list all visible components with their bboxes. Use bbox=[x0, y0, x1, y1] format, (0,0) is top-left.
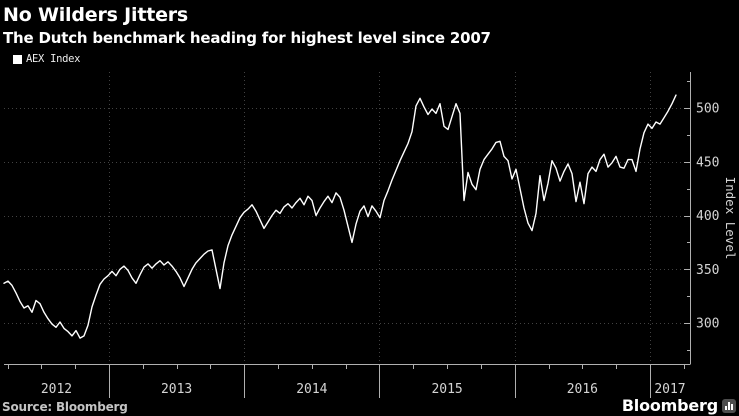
y-axis-title: Index Level bbox=[723, 177, 738, 260]
y-tick-label: 500 bbox=[696, 102, 719, 117]
x-tick-label: 2017 bbox=[654, 382, 685, 397]
y-tick-label: 300 bbox=[696, 317, 719, 332]
series-line-aex bbox=[3, 94, 677, 339]
y-tick-label: 400 bbox=[696, 209, 719, 224]
gridlines bbox=[4, 72, 690, 364]
page-title: No Wilders Jitters bbox=[3, 4, 189, 26]
legend-swatch-icon bbox=[13, 54, 22, 64]
legend-label: AEX Index bbox=[26, 53, 81, 65]
chart-subtitle: The Dutch benchmark heading for highest … bbox=[3, 29, 491, 47]
bloomberg-branding: Bloomberg bbox=[622, 396, 736, 415]
y-tick-label: 350 bbox=[696, 263, 719, 278]
x-tick-label: 2013 bbox=[161, 382, 192, 397]
x-tick-label: 2012 bbox=[41, 382, 72, 397]
x-tick-label: 2016 bbox=[567, 382, 598, 397]
axes bbox=[4, 72, 691, 398]
x-tick-label: 2015 bbox=[431, 382, 462, 397]
bloomberg-logo-icon bbox=[722, 398, 736, 413]
source-label: Source: Bloomberg bbox=[2, 400, 128, 414]
legend: AEX Index bbox=[13, 53, 81, 65]
x-tick-label: 2014 bbox=[296, 382, 327, 397]
bloomberg-wordmark: Bloomberg bbox=[621, 396, 718, 415]
y-tick-label: 450 bbox=[696, 155, 719, 170]
axis-labels: 300 350 400 450 500 2012 2013 2014 2015 2016 2017 I… bbox=[41, 102, 738, 397]
